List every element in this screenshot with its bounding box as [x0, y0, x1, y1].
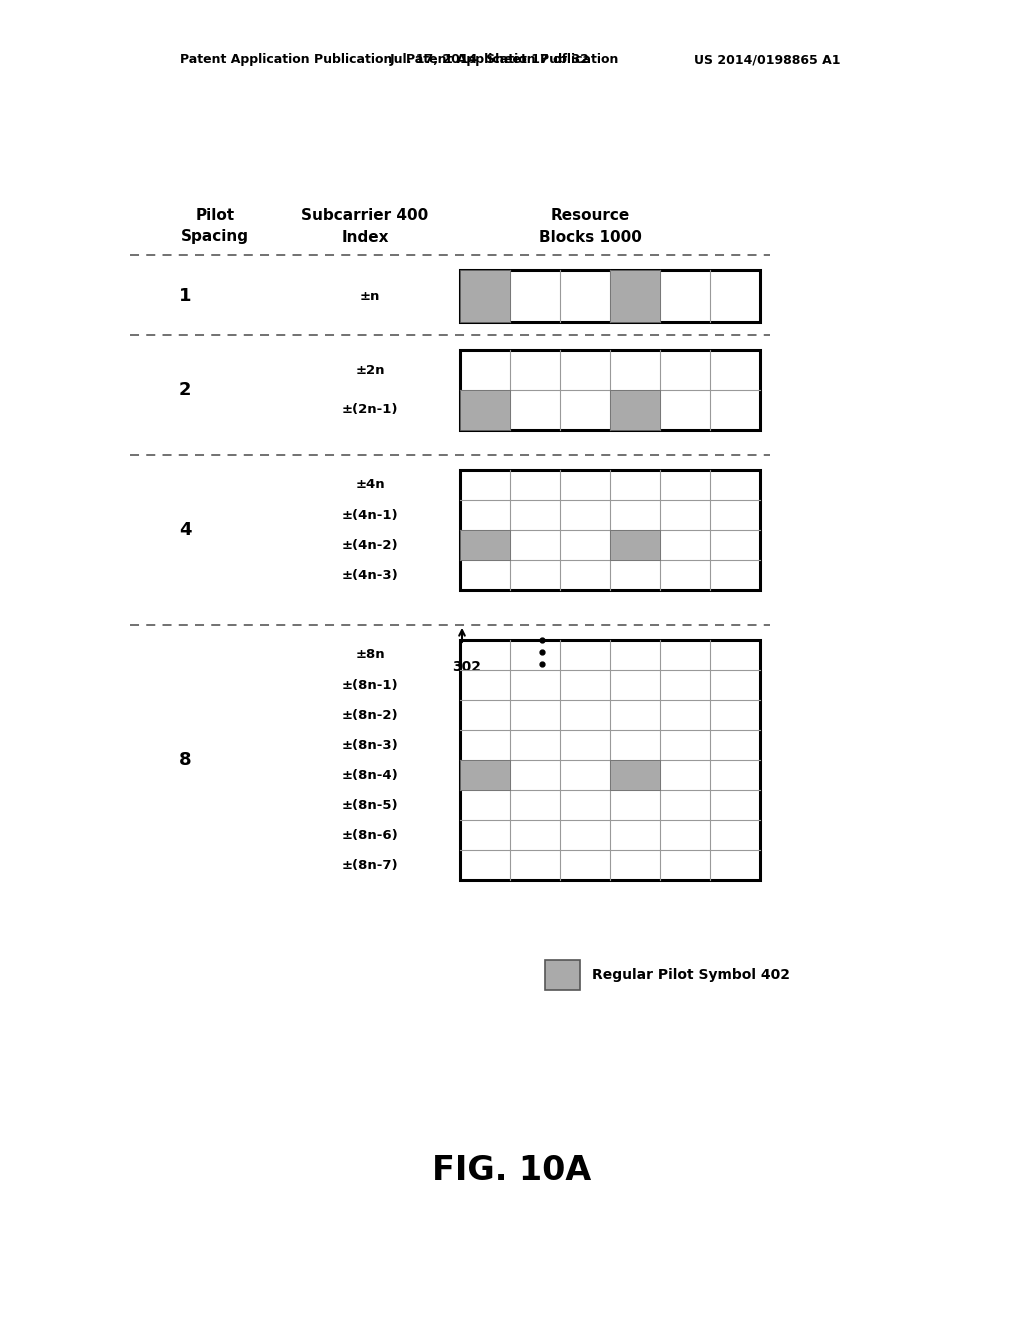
Bar	[460, 531, 510, 560]
Text: ±(8n-7): ±(8n-7)	[342, 858, 398, 871]
Text: Index: Index	[341, 230, 389, 244]
Text: Regular Pilot Symbol 402: Regular Pilot Symbol 402	[592, 968, 790, 982]
Text: ±(8n-2): ±(8n-2)	[342, 709, 398, 722]
Bar	[460, 760, 510, 789]
Bar	[460, 389, 510, 430]
Bar	[545, 960, 580, 990]
Bar	[460, 271, 510, 322]
Bar	[460, 350, 760, 430]
Text: Spacing: Spacing	[181, 230, 249, 244]
Text: ±(4n-3): ±(4n-3)	[342, 569, 398, 582]
Text: US 2014/0198865 A1: US 2014/0198865 A1	[693, 54, 840, 66]
Text: Pilot: Pilot	[196, 207, 234, 223]
Bar	[460, 271, 760, 322]
Text: Subcarrier 400: Subcarrier 400	[301, 207, 429, 223]
Text: ±(4n-2): ±(4n-2)	[342, 539, 398, 552]
Text: ±8n: ±8n	[355, 648, 385, 661]
Bar	[610, 531, 660, 560]
Bar	[460, 470, 760, 590]
Text: ±(8n-5): ±(8n-5)	[342, 799, 398, 812]
Text: ±(8n-4): ±(8n-4)	[342, 768, 398, 781]
Text: ±2n: ±2n	[355, 363, 385, 376]
Text: ±(8n-3): ±(8n-3)	[342, 738, 398, 751]
Bar	[610, 389, 660, 430]
Text: Resource: Resource	[550, 207, 630, 223]
Text: 1: 1	[179, 286, 191, 305]
Text: ±4n: ±4n	[355, 479, 385, 491]
Text: 2: 2	[179, 381, 191, 399]
Text: ±(2n-1): ±(2n-1)	[342, 404, 398, 417]
Text: Blocks 1000: Blocks 1000	[539, 230, 641, 244]
Bar	[610, 271, 660, 322]
Text: 8: 8	[178, 751, 191, 770]
Text: ±(8n-6): ±(8n-6)	[342, 829, 398, 842]
Text: Patent Application Publication: Patent Application Publication	[406, 54, 618, 66]
Text: Patent Application Publication: Patent Application Publication	[180, 54, 392, 66]
Text: ±n: ±n	[359, 289, 380, 302]
Text: 302: 302	[453, 660, 481, 675]
Bar	[610, 760, 660, 789]
Text: FIG. 10A: FIG. 10A	[432, 1154, 592, 1187]
Bar	[460, 640, 760, 880]
Text: ±(4n-1): ±(4n-1)	[342, 508, 398, 521]
Text: Jul. 17, 2014  Sheet 17 of 32: Jul. 17, 2014 Sheet 17 of 32	[390, 54, 590, 66]
Text: ±(8n-1): ±(8n-1)	[342, 678, 398, 692]
Text: 4: 4	[179, 521, 191, 539]
